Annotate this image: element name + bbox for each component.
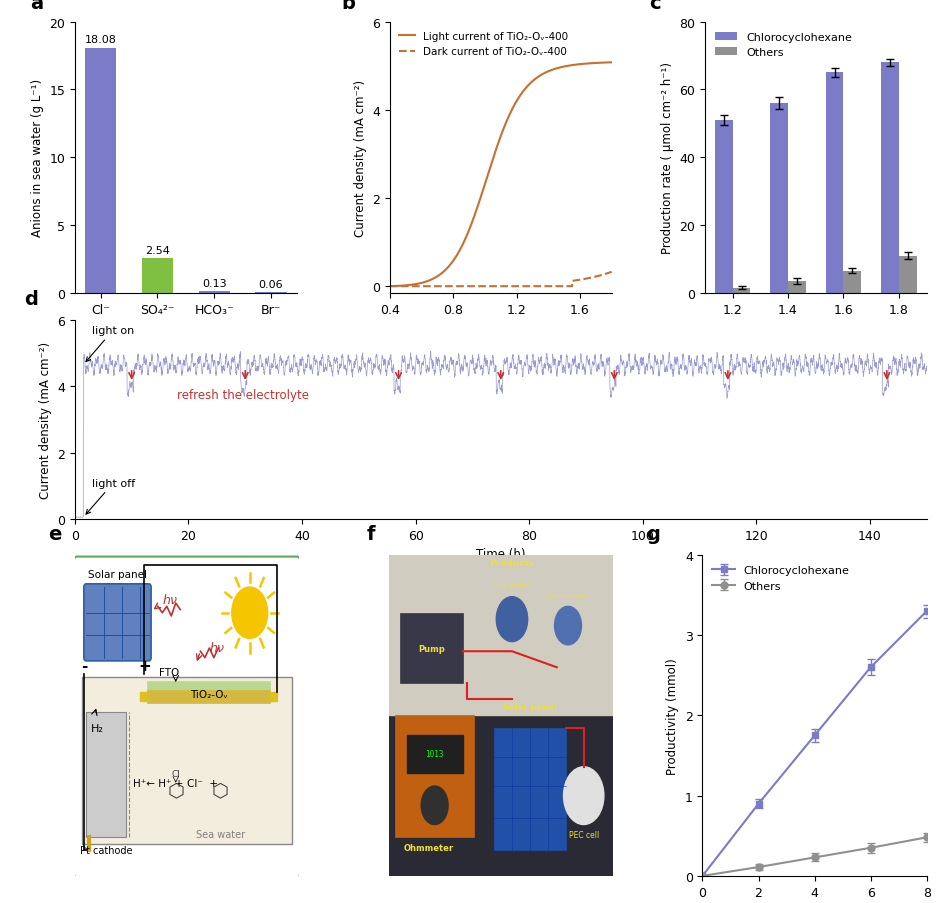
Circle shape [232, 587, 268, 638]
Text: refresh the electrolyte: refresh the electrolyte [177, 388, 309, 401]
Bar [198, 292, 230, 293]
Light current of TiO₂-Oᵥ-400 [533, 72, 544, 83]
Bar [406, 735, 462, 773]
Text: d: d [23, 290, 37, 309]
FancyBboxPatch shape [74, 557, 300, 878]
Bar [395, 715, 474, 837]
Text: Products: Products [490, 558, 534, 567]
Bar [86, 712, 126, 837]
Bar [147, 691, 270, 703]
Bar [843, 272, 861, 293]
X-axis label: Potential (V vs. RHE): Potential (V vs. RHE) [755, 321, 876, 335]
Text: Cyclohexane: Cyclohexane [548, 593, 588, 598]
Text: f: f [366, 525, 374, 544]
Text: PEC cell: PEC cell [568, 831, 599, 840]
Light current of TiO₂-Oᵥ-400 [551, 64, 563, 75]
Light current of TiO₂-Oᵥ-400 [441, 264, 452, 275]
Text: FTO: FTO [159, 667, 179, 677]
Text: a: a [31, 0, 44, 13]
Bar [881, 63, 899, 293]
Bar [139, 693, 147, 702]
Text: H₂: H₂ [91, 723, 104, 733]
Y-axis label: Current density (mA cm⁻²): Current density (mA cm⁻²) [354, 79, 367, 237]
Bar [899, 256, 916, 293]
Bar [147, 681, 270, 690]
Y-axis label: Productivity (mmol): Productivity (mmol) [666, 657, 680, 774]
Dark current of TiO₂-Oᵥ-400 [441, 282, 452, 293]
Text: Cl: Cl [171, 769, 181, 778]
Bar [733, 288, 751, 293]
Dark current of TiO₂-Oᵥ-400 [385, 282, 396, 293]
Text: +: + [138, 659, 151, 674]
Bar [81, 677, 292, 843]
Dark current of TiO₂-Oᵥ-400 [606, 267, 617, 278]
Bar [400, 613, 462, 684]
Text: $h\nu$: $h\nu$ [210, 640, 226, 655]
Legend: Light current of TiO₂-Oᵥ-400, Dark current of TiO₂-Oᵥ-400: Light current of TiO₂-Oᵥ-400, Dark curre… [395, 28, 573, 61]
Text: 0.06: 0.06 [258, 279, 284, 289]
Dark current of TiO₂-Oᵥ-400 [485, 282, 496, 293]
Text: light on: light on [86, 326, 134, 362]
Text: e: e [48, 525, 62, 544]
Text: Ohmmeter: Ohmmeter [404, 843, 454, 852]
Text: 2.54: 2.54 [145, 246, 169, 256]
Legend: Chlorocyclohexane, Others: Chlorocyclohexane, Others [710, 28, 856, 62]
Text: light off: light off [86, 478, 135, 515]
Dark current of TiO₂-Oᵥ-400 [423, 282, 434, 293]
Circle shape [554, 607, 581, 645]
Text: -: - [80, 659, 87, 674]
Circle shape [421, 787, 448, 824]
Light current of TiO₂-Oᵥ-400 [606, 58, 617, 69]
Text: H⁺← H⁺ +: H⁺← H⁺ + [133, 778, 183, 788]
Text: Pump: Pump [417, 644, 445, 653]
Bar [388, 555, 613, 715]
Text: Solar panel: Solar panel [503, 703, 557, 712]
Bar [270, 693, 277, 702]
Text: Solar panel: Solar panel [88, 570, 147, 580]
Text: c: c [650, 0, 661, 13]
Text: 1013: 1013 [425, 749, 444, 759]
Text: Pt cathode: Pt cathode [80, 845, 133, 855]
Bar [141, 259, 173, 293]
Text: ⬡: ⬡ [168, 781, 184, 800]
Dark current of TiO₂-Oᵥ-400 [533, 282, 544, 293]
Text: $h\nu$: $h\nu$ [162, 592, 179, 607]
Text: b: b [341, 0, 355, 13]
Circle shape [563, 767, 604, 824]
Text: 0.13: 0.13 [202, 278, 227, 288]
Bar [494, 729, 565, 851]
Line: Dark current of TiO₂-Oᵥ-400: Dark current of TiO₂-Oᵥ-400 [390, 273, 611, 287]
Text: ⬡: ⬡ [212, 781, 229, 800]
Bar [788, 282, 806, 293]
Bar [715, 121, 733, 293]
Light current of TiO₂-Oᵥ-400 [515, 90, 526, 101]
Bar [770, 104, 788, 293]
X-axis label: Time (h): Time (h) [476, 547, 525, 561]
Text: g: g [647, 525, 660, 544]
Bar [85, 49, 116, 293]
Y-axis label: Current density (mA cm⁻²): Current density (mA cm⁻²) [38, 341, 51, 498]
Line: Light current of TiO₂-Oᵥ-400: Light current of TiO₂-Oᵥ-400 [390, 63, 611, 287]
Y-axis label: Anions in sea water (g L⁻¹): Anions in sea water (g L⁻¹) [31, 79, 44, 237]
Text: TiO₂-Oᵥ: TiO₂-Oᵥ [190, 689, 228, 699]
Light current of TiO₂-Oᵥ-400 [385, 282, 396, 293]
Text: 18.08: 18.08 [84, 35, 116, 45]
Circle shape [496, 597, 528, 642]
Dark current of TiO₂-Oᵥ-400 [551, 282, 563, 293]
Y-axis label: Production rate ( μmol cm⁻² h⁻¹): Production rate ( μmol cm⁻² h⁻¹) [661, 62, 674, 254]
Legend: Chlorocyclohexane, Others: Chlorocyclohexane, Others [708, 561, 854, 595]
FancyBboxPatch shape [84, 584, 151, 661]
Text: Sea water: Sea water [494, 582, 530, 589]
Bar [826, 73, 843, 293]
Text: Cl⁻  +: Cl⁻ + [187, 778, 218, 788]
Light current of TiO₂-Oᵥ-400 [423, 275, 434, 286]
X-axis label: Potential (V vs. RHE): Potential (V vs. RHE) [440, 321, 562, 335]
Dark current of TiO₂-Oᵥ-400 [515, 282, 526, 293]
Light current of TiO₂-Oᵥ-400 [485, 163, 496, 173]
Text: Sea water: Sea water [196, 830, 245, 840]
